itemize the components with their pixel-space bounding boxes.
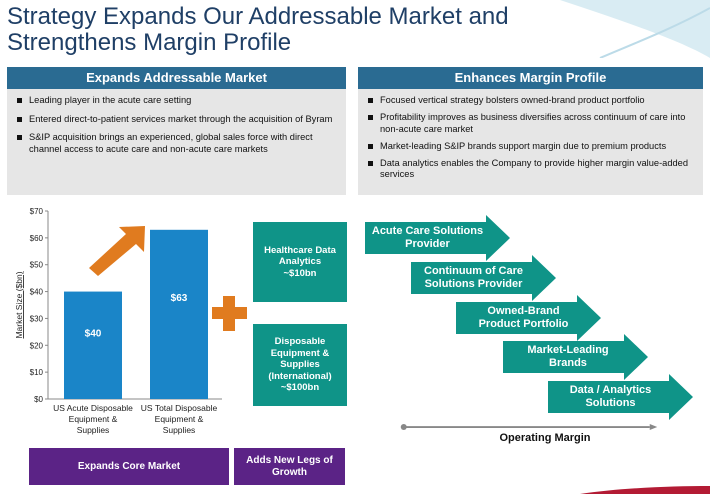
axis-arrowhead xyxy=(649,424,658,430)
box-line: Disposable xyxy=(274,336,326,348)
operating-margin-axis xyxy=(400,424,658,430)
x-category-label: Supplies xyxy=(77,425,110,435)
bar xyxy=(150,229,208,399)
box-line: Growth xyxy=(272,466,307,478)
list-item: Market-leading S&IP brands support margi… xyxy=(366,141,695,153)
margin-arrow-3: Owned-Brand Product Portfolio xyxy=(456,295,601,341)
y-tick-label: $40 xyxy=(30,288,44,297)
x-category-label: Supplies xyxy=(163,425,196,435)
title-accent-graphic xyxy=(560,0,710,58)
arrow-label: Owned-Brand Product Portfolio xyxy=(456,295,591,341)
arrow-line: Solutions xyxy=(585,397,636,409)
bar-value-label: $40 xyxy=(85,329,102,340)
slide-title-line-2: Strengthens Margin Profile xyxy=(7,29,292,56)
box-line: Adds New Legs of xyxy=(246,454,333,466)
x-category-label: Equipment & xyxy=(69,414,118,424)
box-line: Healthcare Data xyxy=(264,244,336,256)
y-axis-title: Market Size ($bn) xyxy=(14,271,24,338)
box-line: ~$100bn xyxy=(280,382,320,394)
arrow-line: Owned-Brand xyxy=(487,305,560,317)
y-tick-label: $70 xyxy=(30,207,44,216)
arrow-line: Acute Care Solutions xyxy=(371,225,484,237)
x-category-label: Equipment & xyxy=(155,414,204,424)
margin-profile-list: Focused vertical strategy bolsters owned… xyxy=(358,89,703,181)
market-size-chart: $0 $10 $20 $30 $40 $50 $60 $70 Market Size ($bn)… xyxy=(14,207,222,435)
arrow-shape xyxy=(548,374,693,420)
arrow-line: Product Portfolio xyxy=(478,318,569,330)
arrow-line: Brands xyxy=(549,357,587,369)
new-legs-of-growth-label: Adds New Legs of Growth xyxy=(234,448,345,485)
addressable-market-panel: Expands Addressable Market Leading playe… xyxy=(7,67,346,195)
expands-core-market-text: Expands Core Market xyxy=(77,460,181,472)
margin-arrow-2: Continuum of Care Solutions Provider xyxy=(411,255,556,301)
list-item: Profitability improves as business diver… xyxy=(366,112,695,135)
arrow-line: Solutions Provider xyxy=(424,278,523,290)
arrow-label: Market-Leading Brands xyxy=(503,334,633,380)
box-line: (International) xyxy=(268,370,332,382)
arrow-shape xyxy=(456,295,601,341)
bar-value-label: $63 xyxy=(171,293,188,304)
box-line: Supplies xyxy=(280,359,320,371)
margin-arrow-1: Acute Care Solutions Provider xyxy=(365,215,510,261)
y-tick-label: $60 xyxy=(30,234,44,243)
healthcare-data-analytics-box: Healthcare Data Analytics ~$10bn xyxy=(253,222,347,302)
arrow-shape xyxy=(411,255,556,301)
box-line: Equipment & xyxy=(270,347,330,359)
margin-profile-header: Enhances Margin Profile xyxy=(358,67,703,89)
operating-margin-label: Operating Margin xyxy=(499,432,591,444)
arrow-line: Data / Analytics xyxy=(569,384,652,396)
expands-core-market-label: Expands Core Market xyxy=(29,448,229,485)
bar xyxy=(64,291,122,399)
corner-decoration xyxy=(580,486,710,494)
arrow-line: Provider xyxy=(405,238,450,250)
margin-profile-panel: Enhances Margin Profile Focused vertical… xyxy=(358,67,703,195)
growth-arrow-icon xyxy=(89,226,145,276)
plus-icon-vertical xyxy=(223,296,235,331)
x-category-label: US Total Disposable xyxy=(141,403,218,413)
margin-arrow-5: Data / Analytics Solutions xyxy=(548,374,693,420)
addressable-market-header: Expands Addressable Market xyxy=(7,67,346,89)
arrow-shape xyxy=(503,334,648,380)
y-tick-label: $20 xyxy=(30,341,44,350)
list-item: Focused vertical strategy bolsters owned… xyxy=(366,95,695,107)
arrow-label: Continuum of Care Solutions Provider xyxy=(411,255,536,301)
y-tick-label: $10 xyxy=(30,368,44,377)
international-disposables-box: Disposable Equipment & Supplies (Interna… xyxy=(253,324,347,406)
y-tick-label: $30 xyxy=(30,314,44,323)
arrow-shape xyxy=(365,215,510,261)
arrow-line: Market-Leading xyxy=(527,344,609,356)
arrow-label: Data / Analytics Solutions xyxy=(548,374,673,420)
list-item: Entered direct-to-patient services marke… xyxy=(15,114,338,126)
list-item: Data analytics enables the Company to pr… xyxy=(366,158,695,181)
addressable-market-list: Leading player in the acute care setting… xyxy=(7,89,346,155)
slide-title: Strategy Expands Our Addressable Market … xyxy=(7,4,607,56)
margin-arrow-4: Market-Leading Brands xyxy=(503,334,648,380)
y-tick-label: $50 xyxy=(30,261,44,270)
arrow-line: Continuum of Care xyxy=(424,265,523,277)
list-item: S&IP acquisition brings an experienced, … xyxy=(15,132,338,155)
x-category-label: US Acute Disposable xyxy=(53,403,133,413)
y-tick-label: $0 xyxy=(34,395,43,404)
arrow-label: Acute Care Solutions Provider xyxy=(365,215,490,261)
box-line: ~$10bn xyxy=(283,267,317,279)
box-line: Analytics xyxy=(278,256,322,268)
slide-title-line-1: Strategy Expands Our Addressable Market … xyxy=(7,3,509,30)
list-item: Leading player in the acute care setting xyxy=(15,95,338,107)
